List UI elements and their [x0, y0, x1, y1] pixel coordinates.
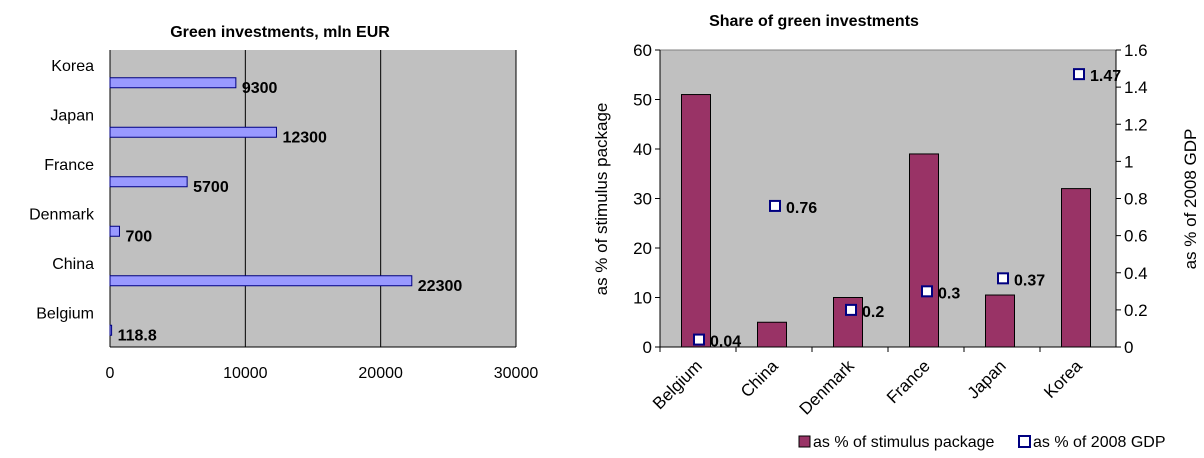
legend-swatch-gdp: [1018, 435, 1031, 448]
chart1-x-tick-label: 20000: [358, 365, 403, 382]
chart1-bar: [109, 77, 237, 89]
chart2-legend: as % of stimulus package as % of 2008 GD…: [798, 434, 1166, 451]
chart2-point-label: 0.04: [710, 334, 741, 351]
chart2-point: [769, 199, 781, 212]
chart2-point-labels: 0.04 0.76 0.2 0.3 0.37 1.47: [710, 68, 1121, 350]
chart2-right-tick-label: 0.4: [1124, 264, 1148, 283]
chart1-title: Green investments, mln EUR: [170, 24, 390, 41]
chart2-point: [921, 285, 933, 298]
chart2-right-tick-label: 1.2: [1124, 115, 1148, 134]
chart2-category-label: France: [883, 356, 934, 407]
chart2-bar: [985, 294, 1015, 348]
chart1-x-tick-labels: 0 10000 20000 30000: [106, 365, 539, 382]
chart2-category-labels: Belgium China Denmark France Japan Korea: [649, 356, 1086, 419]
chart1-gridlines: [244, 50, 517, 347]
chart2-left-tick-label: 0: [643, 338, 652, 357]
chart1-category-labels: Belgium China Denmark France Japan Korea: [29, 58, 95, 323]
chart1-category-label: Denmark: [29, 206, 95, 223]
chart2-point-label: 0.3: [938, 285, 960, 302]
legend-swatch-stimulus: [798, 435, 811, 448]
chart1-bar: [109, 225, 120, 237]
chart2-points: [693, 68, 1085, 346]
chart1-plot-area: [110, 50, 516, 347]
chart2-plot-area: [659, 49, 1117, 348]
chart2-category-label: Denmark: [796, 356, 859, 419]
chart2-point-label: 1.47: [1090, 68, 1121, 85]
chart2-right-tick-label: 1.4: [1124, 78, 1148, 97]
chart2-right-tick-labels: 0 0.2 0.4 0.6 0.8 1 1.2 1.4 1.6: [1116, 41, 1148, 357]
chart1-data-label: 12300: [282, 129, 327, 146]
chart1-bars: [109, 77, 413, 336]
chart1-data-label: 5700: [193, 179, 229, 196]
chart2-bars: [659, 94, 1091, 352]
chart1-bar: [109, 126, 277, 138]
legend-label-stimulus: as % of stimulus package: [813, 434, 995, 451]
chart2-title: Share of green investments: [709, 13, 919, 30]
chart1-bar: [109, 176, 188, 188]
chart1-x-tick-label: 10000: [223, 365, 268, 382]
chart1-data-label: 9300: [242, 80, 278, 97]
chart2-right-tick-label: 0: [1124, 338, 1133, 357]
chart2-right-tick-label: 0.2: [1124, 301, 1148, 320]
chart1-data-label: 700: [125, 228, 152, 245]
chart1-bar: [109, 324, 113, 336]
chart1-category-label: Japan: [50, 107, 94, 124]
chart2-bar: [909, 153, 939, 348]
chart2-left-tick-label: 30: [633, 190, 652, 209]
chart1-bar: [109, 275, 413, 287]
chart1-category-label: Belgium: [36, 305, 94, 322]
chart2-point: [693, 333, 705, 346]
chart2-left-axis-label: as % of stimulus package: [592, 103, 611, 296]
chart2-right-tick-label: 1.6: [1124, 41, 1148, 60]
chart2-point: [997, 272, 1009, 285]
chart2-category-label: Belgium: [649, 356, 706, 413]
chart2-left-tick-label: 50: [633, 91, 652, 110]
chart2-category-label: Japan: [964, 356, 1010, 402]
chart1-category-label: China: [52, 256, 94, 273]
chart2-point: [845, 303, 857, 316]
chart1-data-label: 118.8: [118, 327, 157, 344]
chart1-category-label: France: [44, 157, 94, 174]
legend-label-gdp: as % of 2008 GDP: [1033, 434, 1166, 451]
chart2-right-tick-label: 1: [1124, 152, 1133, 171]
chart2-left-tick-label: 40: [633, 140, 652, 159]
chart1-category-label: Korea: [51, 58, 94, 75]
chart2-left-tick-label: 60: [633, 41, 652, 60]
chart2-right-tick-label: 0.8: [1124, 190, 1148, 209]
chart2-bar: [757, 321, 787, 348]
chart2-category-label: Korea: [1040, 356, 1086, 402]
chart1-data-labels: 118.8 22300 700 5700 12300 9300: [118, 80, 463, 345]
chart1-data-label: 22300: [418, 278, 463, 295]
chart-green-investments: Green investments, mln EUR 118.8 22300 700…: [29, 24, 538, 382]
chart2-right-tick-label: 0.6: [1124, 227, 1148, 246]
chart2-bar: [1061, 188, 1091, 348]
chart-share-green-investments: Share of green investments 0.040.760.20.…: [592, 13, 1200, 451]
chart2-left-tick-labels: 0 10 20 30 40 50 60: [633, 41, 660, 357]
chart2-point-label: 0.37: [1014, 272, 1045, 289]
chart1-x-tick-label: 0: [106, 365, 115, 382]
chart2-bar: [681, 94, 711, 348]
chart2-point-label: 0.2: [862, 304, 884, 321]
chart2-left-tick-label: 20: [633, 239, 652, 258]
chart1-x-tick-label: 30000: [494, 365, 539, 382]
chart2-point-label: 0.76: [786, 200, 817, 217]
chart2-category-label: China: [737, 356, 782, 401]
chart2-point: [1073, 68, 1085, 81]
chart2-left-tick-label: 10: [633, 289, 652, 308]
chart2-right-axis-label: as % of 2008 GDP: [1181, 129, 1200, 270]
